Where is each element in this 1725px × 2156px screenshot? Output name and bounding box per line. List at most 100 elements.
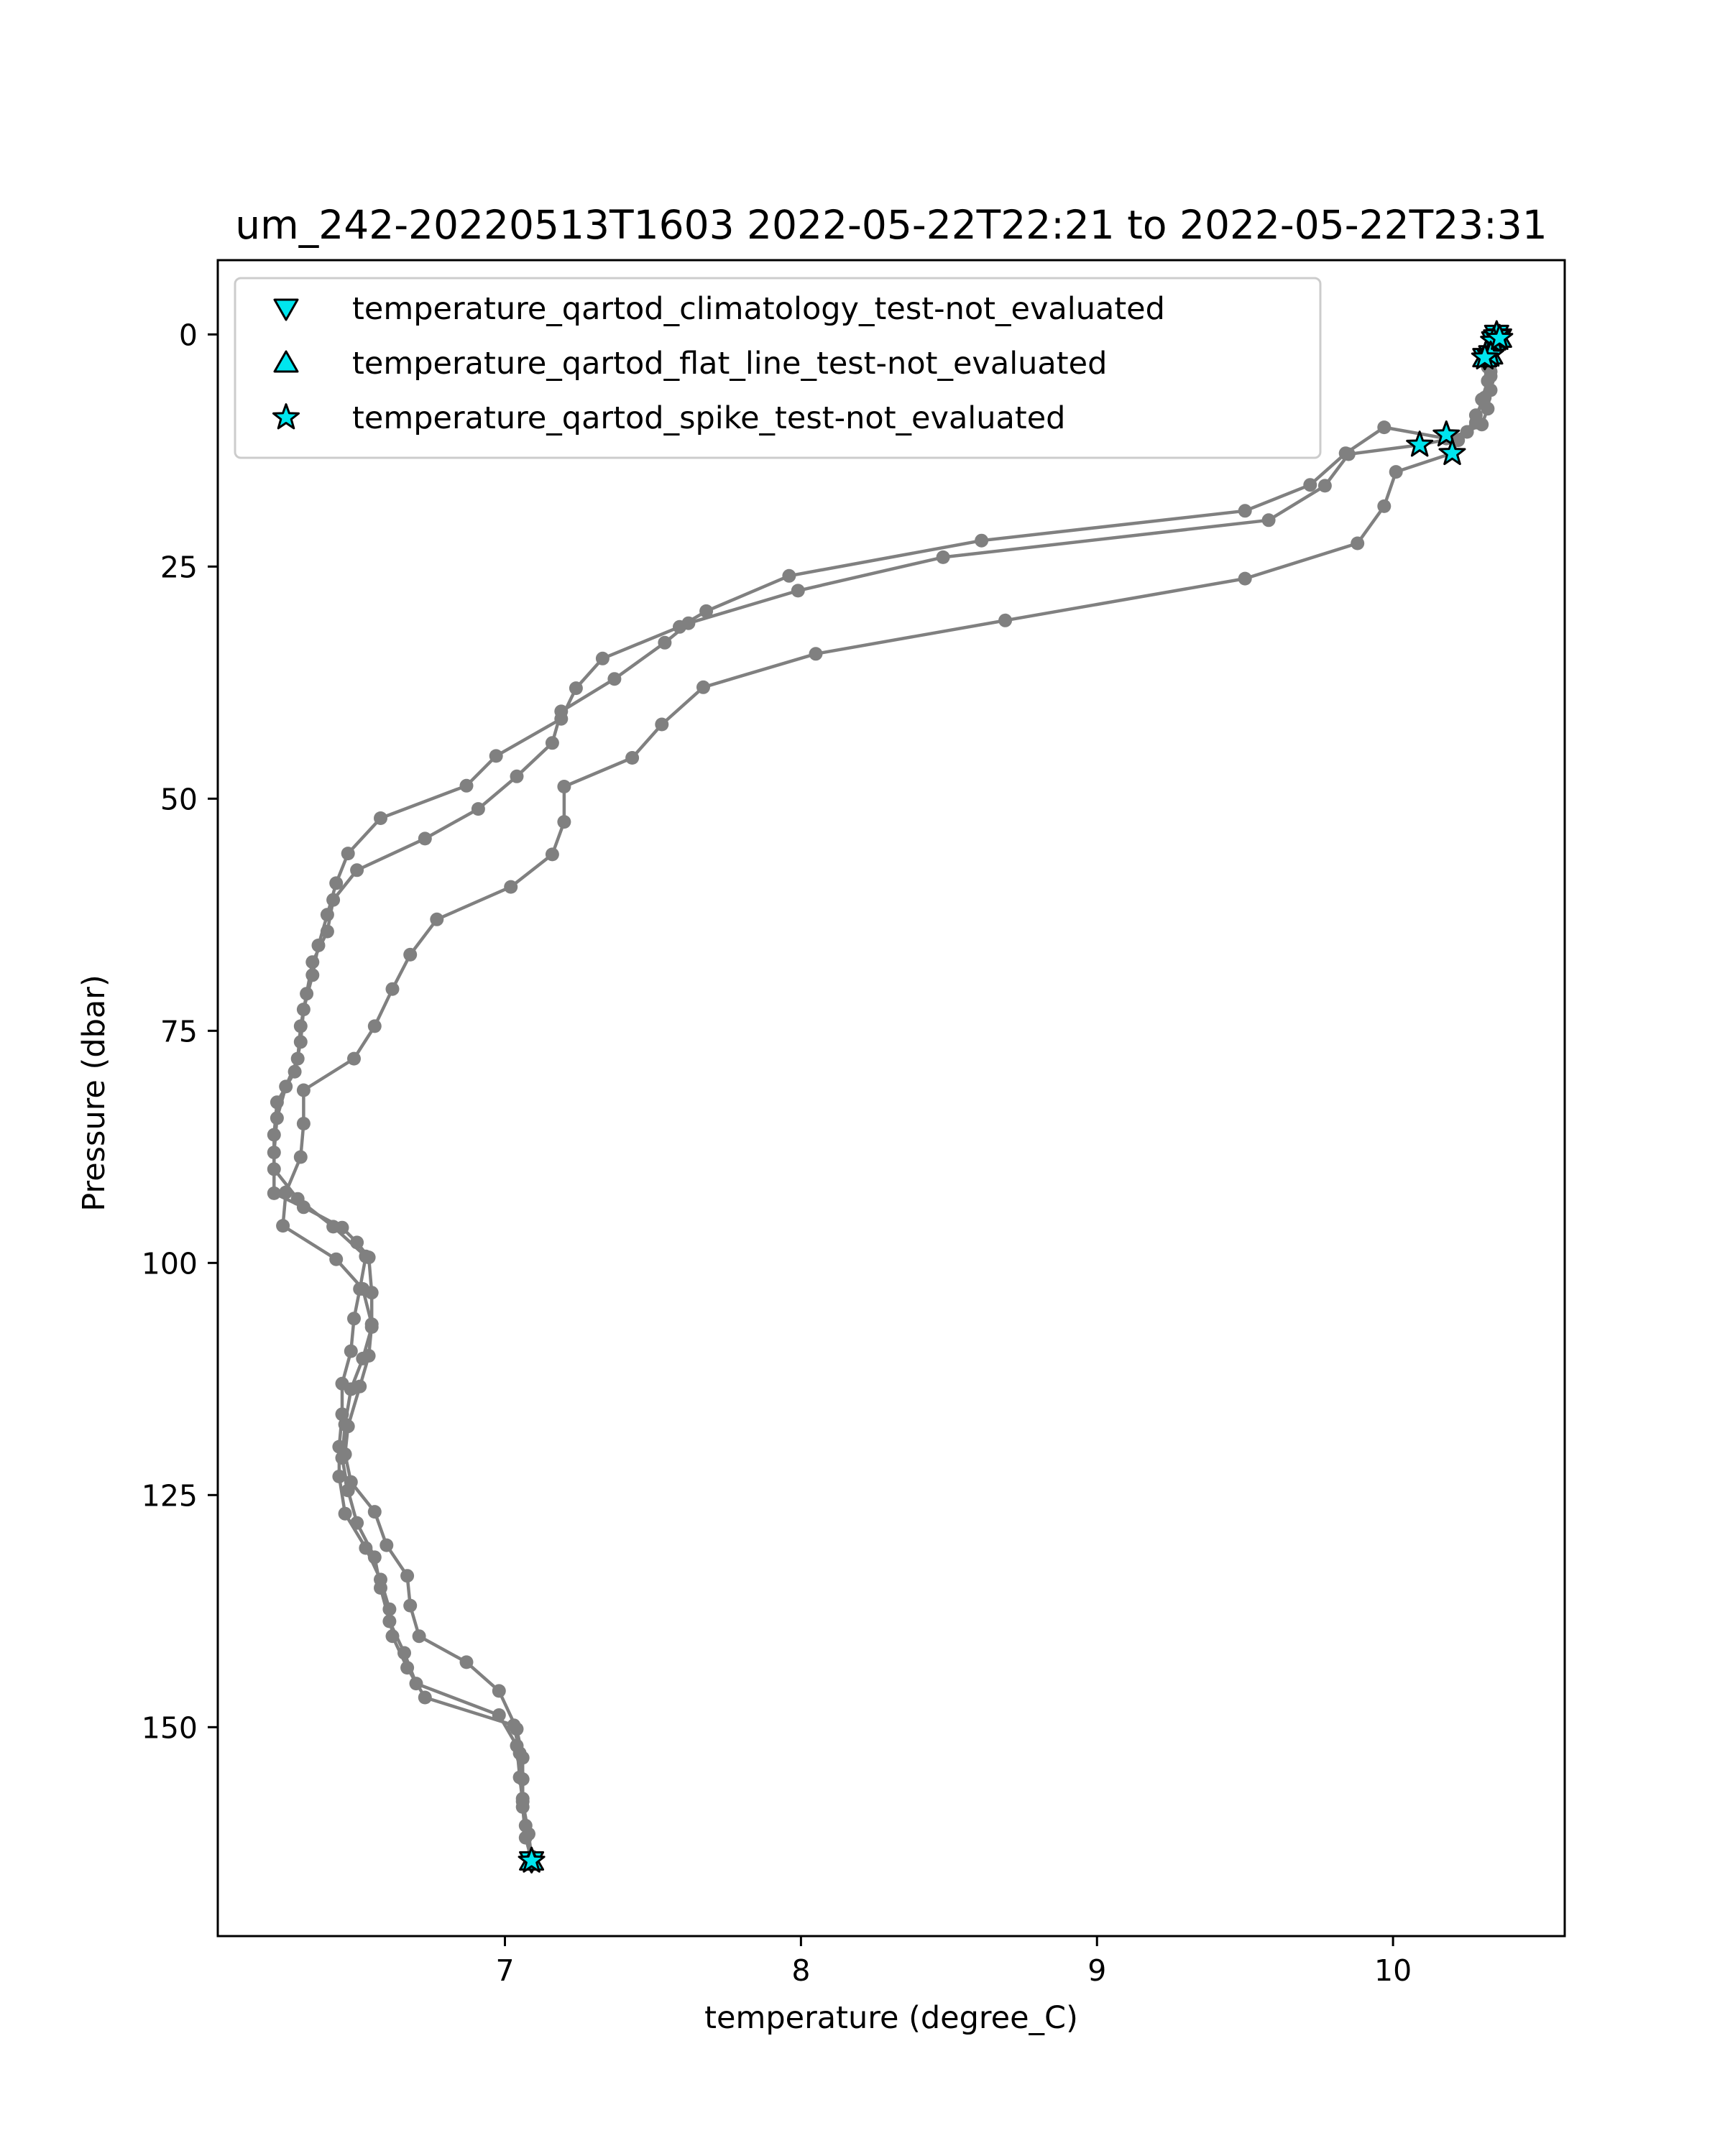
profile-point — [809, 647, 823, 661]
profile-point — [492, 1684, 506, 1698]
profile-point — [782, 568, 796, 583]
profile-point — [607, 672, 622, 686]
x-tick-label: 10 — [1374, 1953, 1412, 1988]
y-tick-label: 125 — [142, 1478, 198, 1513]
profile-point — [279, 1185, 293, 1199]
x-tick-label: 9 — [1087, 1953, 1106, 1988]
x-tick-label: 7 — [495, 1953, 514, 1988]
profile-point — [1468, 415, 1483, 430]
profile-point — [1261, 513, 1276, 528]
profile-point — [1377, 420, 1392, 435]
profile-point — [1475, 392, 1489, 407]
y-axis-label: Pressure (dbar) — [76, 975, 112, 1211]
profile-point — [655, 717, 669, 732]
profile-point — [382, 1614, 397, 1628]
profile-point — [625, 751, 640, 765]
profile-point — [341, 1419, 355, 1434]
profile-point — [397, 1646, 411, 1660]
profile-point — [380, 1538, 394, 1552]
profile-point — [696, 680, 710, 694]
profile-point — [489, 749, 503, 763]
profile-point — [1317, 479, 1332, 493]
profile-point — [569, 681, 583, 696]
profile-point — [518, 1818, 533, 1833]
profile-point — [1238, 504, 1252, 518]
profile-point — [400, 1569, 415, 1583]
profile-point — [267, 1186, 281, 1200]
star-flag-marker — [1486, 323, 1514, 350]
profile-point — [998, 613, 1013, 627]
legend-entry-label: temperature_qartod_spike_test-not_evalua… — [352, 400, 1065, 436]
profile-point — [329, 876, 344, 890]
profile-point — [293, 1150, 308, 1164]
profile-point — [510, 1722, 524, 1736]
profile-point — [364, 1317, 379, 1332]
profile-point — [367, 1505, 382, 1519]
profile-point — [557, 780, 571, 793]
profile-point — [512, 1770, 527, 1784]
profile-point — [374, 1581, 387, 1595]
profile-point — [341, 847, 355, 861]
y-tick-label: 75 — [160, 1014, 198, 1049]
profile-point — [296, 1117, 310, 1130]
profile-point — [276, 1219, 290, 1233]
profile-point — [326, 893, 341, 907]
profile-point — [936, 550, 950, 564]
profile-point — [367, 1550, 382, 1565]
legend-entry-label: temperature_qartod_flat_line_test-not_ev… — [352, 346, 1107, 382]
profile-point — [293, 1019, 308, 1033]
profile-point — [347, 1051, 361, 1066]
star-flag-marker — [1406, 430, 1434, 457]
profile-point — [430, 912, 444, 926]
profile-point — [374, 811, 387, 825]
profile-point — [545, 847, 559, 862]
profile-point — [350, 1516, 364, 1530]
profile-point — [267, 1146, 281, 1160]
y-tick-label: 0 — [179, 318, 198, 352]
plot-area — [267, 320, 1514, 1874]
profile-point — [353, 1379, 367, 1393]
profile-point — [504, 880, 518, 894]
profile-point — [290, 1051, 305, 1066]
profile-point — [492, 1708, 506, 1722]
legend-box — [234, 277, 1322, 459]
profile-point — [305, 955, 320, 969]
profile-point — [385, 982, 400, 996]
profile-point — [335, 1220, 349, 1235]
profile-point — [554, 704, 569, 719]
legend-triangle-up-icon — [273, 350, 299, 373]
x-axis-label: temperature (degree_C) — [704, 2000, 1078, 2036]
y-tick-label: 50 — [160, 782, 198, 816]
profile-point — [515, 1792, 530, 1806]
profile-point — [658, 635, 672, 650]
profile-point — [1389, 465, 1403, 479]
star-flag-marker — [1471, 343, 1499, 369]
profile-point — [1238, 571, 1252, 586]
profile-point — [367, 1019, 382, 1033]
profile-point — [515, 1751, 530, 1765]
profile-point — [362, 1349, 376, 1363]
profile-point — [418, 831, 432, 846]
profile-point — [350, 1235, 364, 1250]
profile-point — [557, 815, 571, 829]
legend-triangle-down-icon — [273, 298, 299, 321]
profile-point — [681, 616, 696, 630]
profile-point — [329, 1252, 344, 1266]
legend-star-icon — [272, 403, 300, 430]
profile-point — [1303, 478, 1317, 492]
profile-point — [332, 1470, 346, 1483]
profile-point — [362, 1250, 376, 1265]
profile-point — [1341, 447, 1356, 461]
profile-point — [975, 533, 989, 548]
profile-point — [403, 947, 418, 962]
profile-point — [347, 1312, 361, 1326]
profile-point — [338, 1447, 352, 1461]
profile-point — [1481, 374, 1495, 388]
profile-point — [296, 1200, 310, 1215]
profile-point — [699, 604, 714, 618]
profile-point — [403, 1598, 418, 1613]
legend-entry-label: temperature_qartod_climatology_test-not_… — [352, 291, 1165, 327]
x-tick-label: 8 — [791, 1953, 810, 1988]
